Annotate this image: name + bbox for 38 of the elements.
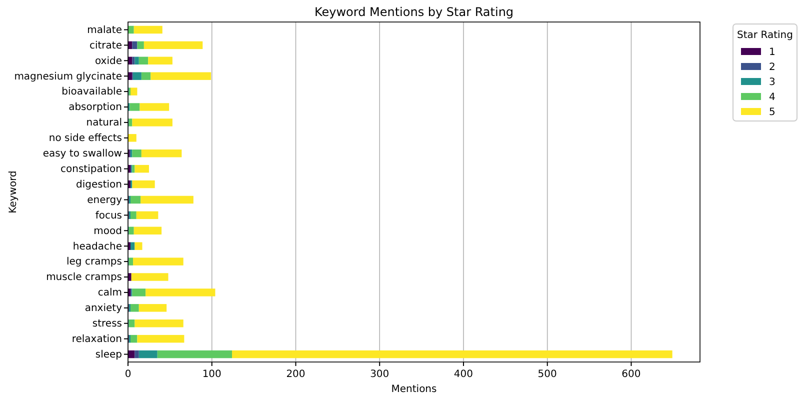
y-tick-label: anxiety: [84, 303, 122, 314]
chart-title: Keyword Mentions by Star Rating: [314, 5, 514, 19]
y-tick-label: calm: [98, 288, 122, 299]
x-tick-label: 600: [622, 369, 641, 380]
y-tick-label: stress: [92, 318, 122, 330]
legend-label: 1: [769, 47, 776, 58]
y-tick-label: energy: [87, 194, 122, 206]
x-tick-label: 0: [124, 369, 132, 380]
y-tick-label: absorption: [68, 102, 122, 114]
y-tick-label: easy to swallow: [42, 148, 122, 160]
x-tick-label: 100: [202, 369, 222, 380]
legend-label: 3: [769, 77, 776, 88]
legend-label: 5: [769, 107, 776, 118]
y-tick-label: oxide: [94, 56, 122, 67]
legend-label: 2: [769, 62, 776, 73]
y-tick-label: sleep: [95, 349, 122, 360]
legend-label: 4: [769, 92, 776, 103]
y-tick-label: natural: [86, 118, 122, 129]
y-tick-label: constipation: [60, 164, 122, 176]
y-tick-label: citrate: [89, 40, 122, 52]
y-tick-label: malate: [87, 24, 122, 36]
y-tick-label: muscle cramps: [46, 272, 122, 284]
x-tick-label: 200: [286, 369, 306, 380]
x-tick-label: 400: [454, 369, 474, 380]
y-tick-label: magnesium glycinate: [14, 71, 122, 82]
y-axis-title: Keyword: [8, 170, 19, 214]
y-tick-label: no side effects: [48, 133, 122, 144]
y-tick-label: leg cramps: [66, 256, 122, 268]
x-tick-label: 300: [370, 369, 390, 380]
y-tick-label: focus: [95, 210, 122, 222]
y-tick-label: mood: [94, 226, 122, 237]
y-tick-label: digestion: [76, 179, 122, 190]
y-tick-label: relaxation: [72, 334, 122, 346]
y-tick-label: headache: [72, 241, 122, 252]
y-tick-label: bioavailable: [62, 86, 122, 98]
legend-title: Star Rating: [737, 30, 793, 41]
x-axis-title: Mentions: [391, 384, 437, 395]
x-tick-label: 500: [538, 369, 557, 380]
